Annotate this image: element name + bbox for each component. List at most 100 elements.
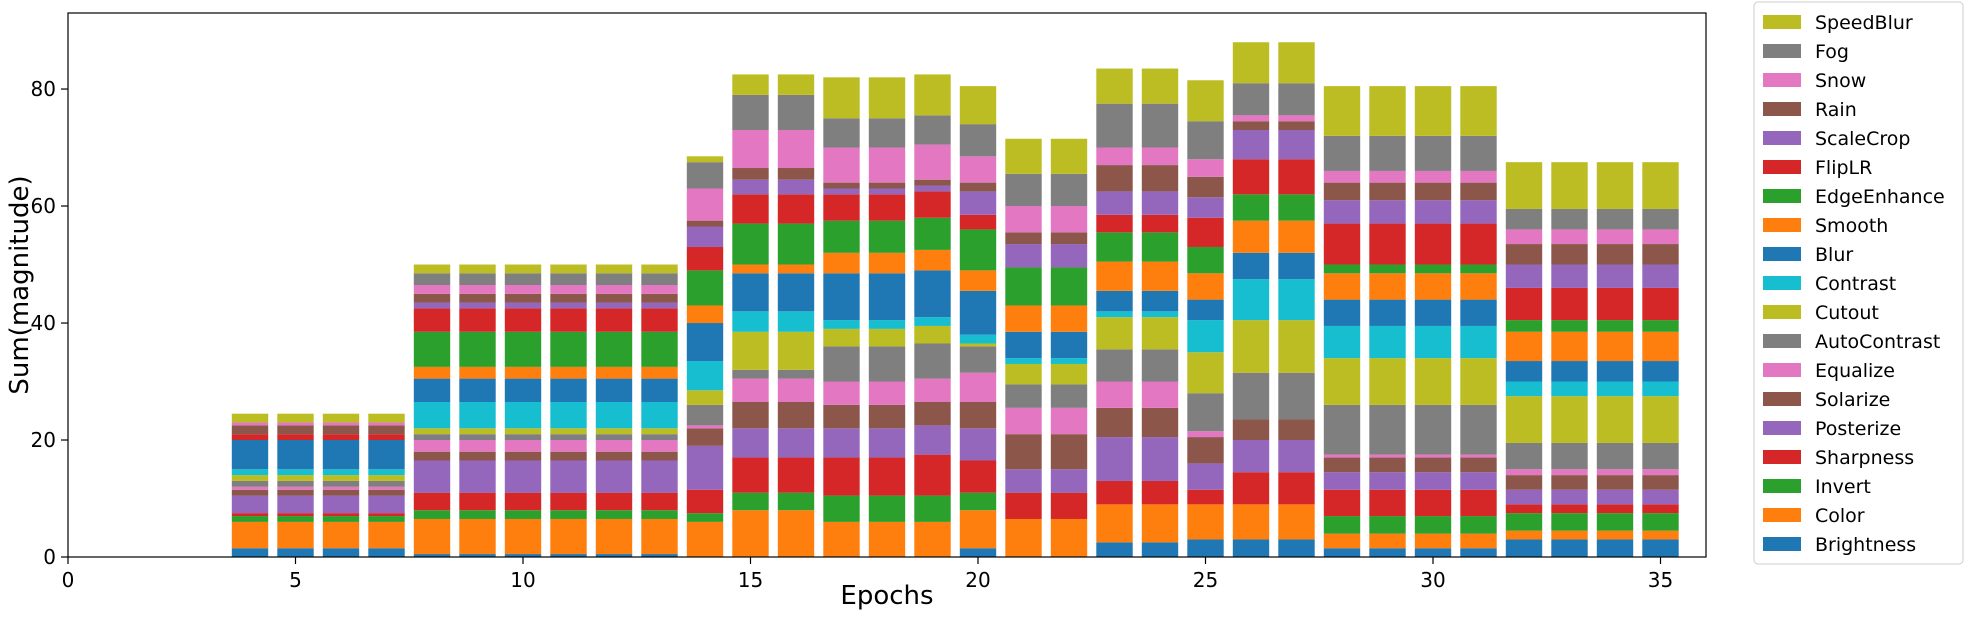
bar-segment-autocontrast-epoch-23 [1096,349,1133,382]
bar-segment-blur-epoch-33 [1551,361,1588,382]
bar-segment-invert-epoch-6 [322,516,360,522]
bar-segment-snow-epoch-23 [1096,147,1133,166]
bar-segment-brightness-epoch-32 [1505,539,1543,557]
bar-segment-posterize-epoch-12 [595,460,633,493]
bar-segment-invert-epoch-10 [504,510,542,519]
bar-segment-solarize-epoch-25 [1187,437,1224,464]
bar-segment-contrast-epoch-21 [1005,358,1042,364]
bar-segment-sharpness-epoch-22 [1050,492,1088,519]
bar-segment-snow-epoch-35 [1642,229,1679,245]
bar-segment-speedblur-epoch-4 [231,413,269,423]
bar-segment-posterize-epoch-14 [686,445,724,490]
bar-segment-posterize-epoch-15 [732,428,769,458]
bar-segment-equalize-epoch-8 [413,440,451,452]
bar-segment-speedblur-epoch-10 [504,264,542,274]
x-tick-label: 15 [738,568,763,592]
bar-segment-rain-epoch-24 [1141,165,1179,192]
bar-segment-blur-epoch-23 [1096,290,1133,312]
bar-segment-invert-epoch-16 [777,492,815,511]
bar-segment-solarize-epoch-18 [868,404,906,429]
bar-segment-smooth-epoch-34 [1596,331,1634,362]
bar-segment-cutout-epoch-22 [1050,363,1088,385]
bar-segment-rain-epoch-20 [959,182,997,192]
bar-segment-posterize-epoch-28 [1323,472,1361,490]
bar-segment-smooth-epoch-18 [868,252,906,274]
bar-segment-solarize-epoch-23 [1096,407,1133,438]
bar-segment-solarize-epoch-21 [1005,434,1042,470]
bar-segment-sharpness-epoch-9 [459,492,496,511]
bar-segment-fliplr-epoch-15 [732,194,769,224]
bar-segment-scalecrop-epoch-28 [1323,200,1361,224]
bar-segment-fog-epoch-28 [1323,135,1361,171]
bar-segment-solarize-epoch-13 [641,451,678,461]
bar-segment-snow-epoch-33 [1551,229,1588,245]
bar-segment-edgeenhance-epoch-21 [1005,267,1042,306]
bar-segment-autocontrast-epoch-21 [1005,384,1042,408]
bar-segment-scalecrop-epoch-17 [823,188,860,195]
bar-segment-snow-epoch-12 [595,285,633,294]
bar-segment-contrast-epoch-32 [1505,381,1543,397]
bar-segment-edgeenhance-epoch-22 [1050,267,1088,306]
bar-segment-invert-epoch-12 [595,510,633,519]
bar-segment-smooth-epoch-14 [686,305,724,324]
legend-label-edgeenhance: EdgeEnhance [1815,186,1945,208]
bar-segment-edgeenhance-epoch-17 [823,220,860,253]
bar-segment-fliplr-epoch-18 [868,194,906,221]
bar-segment-posterize-epoch-17 [823,428,860,458]
bar-segment-sharpness-epoch-14 [686,489,724,514]
bar-segment-fog-epoch-17 [823,118,860,148]
bar-segment-speedblur-epoch-27 [1278,42,1315,84]
bar-segment-scalecrop-epoch-8 [413,302,451,309]
bar-segment-blur-epoch-30 [1414,299,1452,326]
bar-segment-invert-epoch-31 [1460,516,1497,534]
y-axis-label: Sum(magnitude) [5,175,35,394]
bar-segment-rain-epoch-18 [868,182,906,189]
y-tick-label: 60 [31,194,56,218]
bar-segment-rain-epoch-28 [1323,182,1361,201]
bar-segment-scalecrop-epoch-13 [641,302,678,309]
bar-segment-autocontrast-epoch-32 [1505,442,1543,470]
bar-segment-equalize-epoch-4 [231,486,269,490]
bar-segment-posterize-epoch-8 [413,460,451,493]
bar-segment-rain-epoch-8 [413,293,451,303]
bar-segment-fog-epoch-31 [1460,135,1497,171]
bar-segment-edgeenhance-epoch-9 [459,331,496,367]
bar-segment-snow-epoch-27 [1278,115,1315,122]
bar-segment-snow-epoch-30 [1414,170,1452,183]
legend-swatch-color [1763,508,1801,522]
bar-segment-scalecrop-epoch-33 [1551,264,1588,288]
bar-segment-solarize-epoch-10 [504,451,542,461]
legend-label-blur: Blur [1815,244,1853,266]
bars-layer [231,42,1679,557]
bar-segment-sharpness-epoch-23 [1096,480,1133,505]
bar-segment-blur-epoch-22 [1050,331,1088,359]
bar-segment-sharpness-epoch-12 [595,492,633,511]
bar-segment-blur-epoch-19 [914,270,951,318]
bar-segment-fliplr-epoch-29 [1369,223,1406,265]
bar-segment-blur-epoch-29 [1369,299,1406,326]
bar-segment-contrast-epoch-24 [1141,311,1179,318]
bar-segment-blur-epoch-9 [459,378,496,402]
bar-segment-smooth-epoch-25 [1187,273,1224,300]
bar-segment-fliplr-epoch-23 [1096,214,1133,233]
bar-segment-posterize-epoch-11 [550,460,587,493]
legend-label-rain: Rain [1815,99,1857,121]
legend-label-speedblur: SpeedBlur [1815,12,1913,34]
bar-segment-sharpness-epoch-18 [868,457,906,496]
bar-segment-scalecrop-epoch-15 [732,179,769,195]
bar-segment-smooth-epoch-19 [914,249,951,271]
bar-segment-scalecrop-epoch-35 [1642,264,1679,288]
bar-segment-snow-epoch-4 [231,422,269,426]
bar-segment-cutout-epoch-24 [1141,317,1179,350]
bar-segment-snow-epoch-9 [459,285,496,294]
bar-segment-edgeenhance-epoch-12 [595,331,633,367]
bar-segment-fog-epoch-13 [641,273,678,285]
bar-segment-equalize-epoch-21 [1005,407,1042,435]
bar-segment-solarize-epoch-12 [595,451,633,461]
x-tick-label: 25 [1193,568,1218,592]
bar-segment-blur-epoch-5 [277,440,314,470]
bar-segment-fliplr-epoch-33 [1551,287,1588,321]
bar-segment-smooth-epoch-33 [1551,331,1588,362]
bar-segment-contrast-epoch-30 [1414,325,1452,359]
